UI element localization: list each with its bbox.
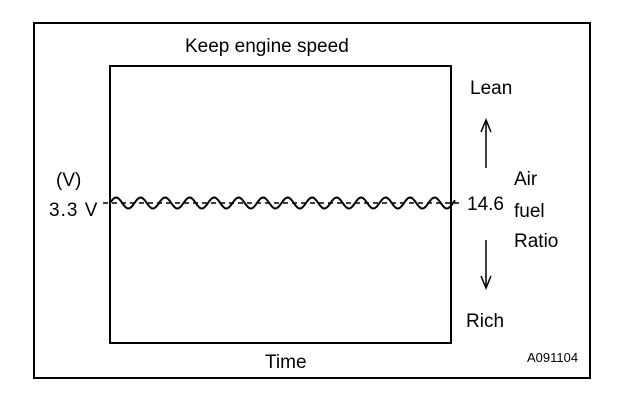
rich-label: Rich [466,311,505,332]
afr-label-fuel: fuel [514,201,545,222]
outer-border [33,22,591,379]
sensor-signal-wave [109,196,456,210]
voltage-label: 3.3 V [49,200,99,221]
lean-arrow-icon [480,118,492,168]
figure-id: A091104 [527,350,579,365]
afr-label-ratio: Ratio [514,231,559,252]
rich-arrow-icon [480,240,492,290]
diagram-title: Keep engine speed [185,36,349,57]
afr-label-air: Air [514,169,538,190]
x-axis-label: Time [265,352,307,373]
y-unit-label: (V) [56,170,82,191]
afr-value-label: 14.6 [467,194,504,215]
lean-label: Lean [470,78,513,99]
